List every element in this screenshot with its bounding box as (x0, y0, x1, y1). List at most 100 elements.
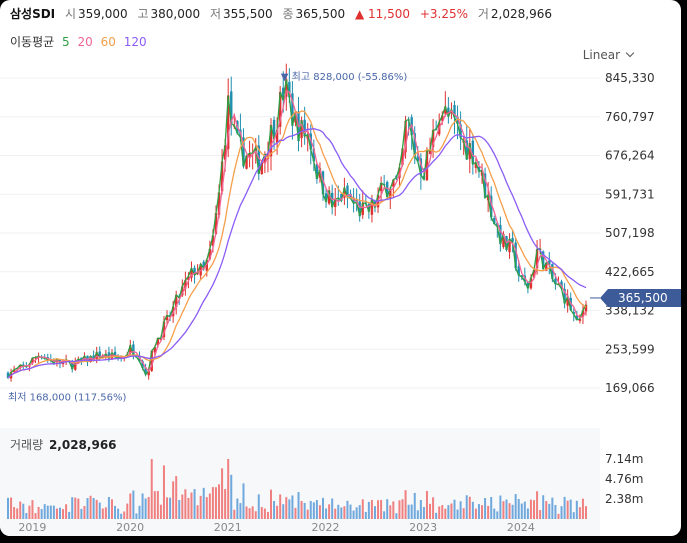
candle-body (19, 364, 22, 368)
volume-bar (43, 504, 46, 519)
candle-body (113, 351, 117, 357)
volume-bar (58, 507, 61, 519)
candle-body (260, 161, 264, 174)
candle-body (193, 267, 196, 276)
volume-bar (242, 483, 245, 519)
candle-body (361, 203, 364, 216)
candle-body (447, 107, 450, 117)
chart-canvas[interactable]: 845,330 760,797 676,264 591,731 507,198 422,6… (0, 0, 681, 536)
volume-bar (373, 506, 376, 519)
candle-body (346, 185, 349, 198)
candle-body (144, 367, 147, 375)
candle-body (517, 266, 520, 276)
volume-bar (34, 513, 37, 519)
volume-bar (557, 513, 560, 519)
candle-body (441, 115, 444, 121)
candle-body (428, 150, 432, 155)
candle-body (141, 360, 144, 369)
volume-bar (321, 497, 324, 519)
open-value: 359,000 (78, 7, 128, 21)
candle-body (453, 105, 456, 118)
max-price-annotation: ▼ 최고 828,000 (-55.86%) (281, 71, 408, 83)
volume-bar (10, 497, 13, 519)
volume-bar (334, 508, 337, 519)
candle-body (456, 116, 459, 124)
volume-bar (123, 511, 126, 519)
volume-bar (487, 505, 490, 519)
volume-bar (95, 499, 98, 519)
volume-bar (563, 496, 566, 519)
volume-bar (383, 511, 386, 519)
volume-bar (166, 497, 169, 519)
candle-body (272, 119, 276, 140)
candle-body (190, 268, 193, 278)
volume-bar (31, 500, 34, 519)
volume-bar (505, 499, 508, 519)
volume-bar (89, 495, 92, 519)
volume-bar (184, 489, 187, 519)
candle-body (162, 321, 166, 338)
candle-body (526, 281, 530, 289)
volume-bar (138, 505, 141, 519)
volume-bar (144, 498, 147, 519)
volume-bar (429, 503, 432, 519)
candle-body (288, 81, 291, 98)
candle-body (263, 154, 267, 164)
volume-bar (236, 498, 239, 519)
volume-bar (367, 501, 370, 519)
candle-body (242, 137, 245, 167)
candle-body (132, 344, 135, 356)
volume-bar (181, 494, 184, 519)
volume-bar (129, 493, 132, 519)
volume-bar (444, 508, 447, 519)
last-price-label: 365,500 (618, 291, 668, 305)
change-percent: +3.25% (419, 7, 469, 21)
change-value: ▲ 11,500 (354, 7, 411, 21)
scale-mode-label: Linear (582, 48, 620, 62)
ma-60: 60 (100, 35, 116, 49)
ma-label: 이동평균 (10, 35, 55, 49)
volume-bar (456, 509, 459, 519)
volume-bar (346, 500, 349, 519)
candle-body (489, 195, 493, 218)
candle-body (291, 93, 294, 126)
volume-bar (224, 489, 227, 519)
volume-tick-label: 4.76m (605, 472, 643, 486)
volume-bar (251, 506, 254, 519)
moving-average-legend[interactable]: 이동평균 5 20 60 120 (10, 33, 151, 50)
candle-body (71, 361, 74, 370)
candle-body (514, 242, 517, 269)
volume-bar (355, 507, 358, 519)
volume-bar (502, 501, 505, 519)
y-tick-label: 253,599 (605, 342, 655, 356)
volume-bar (16, 508, 19, 519)
ma-20-line (7, 89, 587, 379)
candle-body (358, 201, 361, 217)
candle-body (31, 357, 34, 364)
candle-body (220, 161, 224, 192)
volume-bar (120, 513, 123, 519)
candle-body (184, 280, 187, 289)
candle-body (214, 213, 218, 234)
scale-mode-dropdown[interactable]: Linear (582, 48, 635, 62)
candle-body (554, 278, 557, 284)
candle-body (431, 130, 435, 148)
volume-bar (49, 505, 52, 519)
volume-bar (389, 505, 392, 519)
volume-bar (46, 505, 49, 519)
volume-bar (263, 508, 266, 519)
volume-panel-value: 2,028,966 (48, 438, 117, 452)
candle-body (483, 173, 487, 198)
candle-body (349, 193, 352, 199)
volume-bar (37, 507, 40, 519)
volume-bar (214, 487, 217, 519)
candle-body (511, 237, 514, 242)
candle-body (257, 145, 260, 174)
volume-bar (199, 495, 202, 519)
volume-bar (114, 505, 117, 519)
volume-bar (306, 509, 309, 519)
volume-bar (291, 495, 294, 519)
candle-body (370, 199, 374, 215)
candle-body (584, 304, 588, 312)
high-value: 380,000 (150, 7, 201, 21)
